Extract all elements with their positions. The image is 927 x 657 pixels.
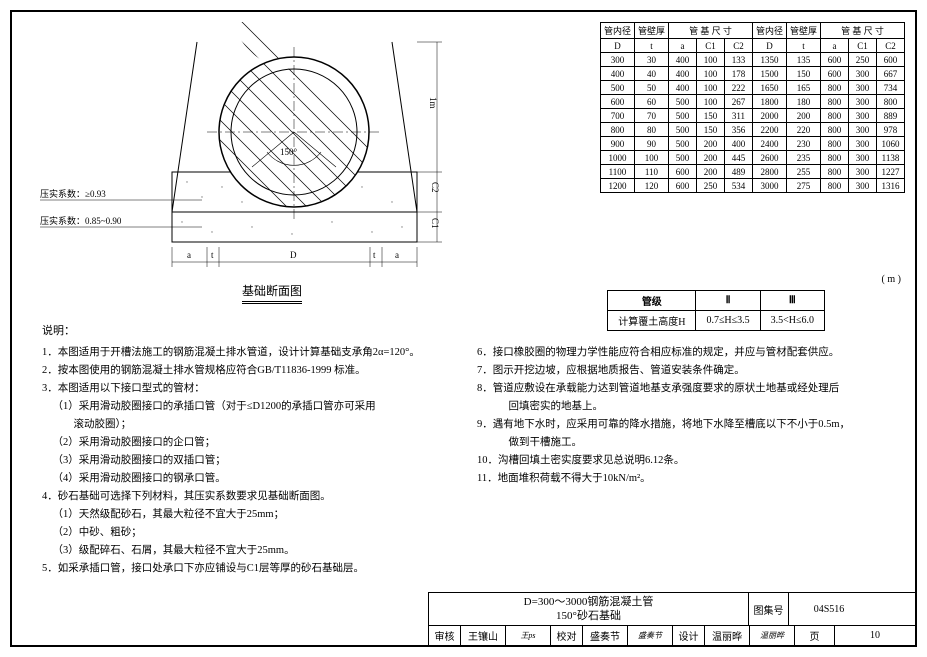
note-line: 5．如采承插口管，接口处承口下亦应铺设与C1层等厚的砂石基础层。 <box>42 560 447 578</box>
checker-sig: 盛奏节 <box>628 626 673 645</box>
note-line: 7．图示开挖边坡，应根据地质报告、管道安装条件确定。 <box>477 362 882 380</box>
note-line: 做到干槽施工。 <box>477 434 882 452</box>
table-row: 800805001503562200220800300978 <box>600 123 904 137</box>
unit-m: ( m ) <box>882 274 901 285</box>
sub-h2: Ⅱ <box>696 291 760 311</box>
dim-c2: C2 <box>430 182 440 193</box>
reviewer-label: 审核 <box>429 626 461 645</box>
compaction-1: 压实系数：≥0.93 <box>40 187 106 200</box>
table-row: 110011060020048928002558003001227 <box>600 165 904 179</box>
dim-a1: a <box>187 250 191 260</box>
note-line: 2．按本图使用的钢筋混凝土排水管规格应符合GB/T11836-1999 标准。 <box>42 362 447 380</box>
table-row: 700705001503112000200800300889 <box>600 109 904 123</box>
note-line: 10．沟槽回填土密实度要求见总说明6.12条。 <box>477 452 882 470</box>
page-number: 10 <box>835 626 915 645</box>
table-row: 100010050020044526002358003001138 <box>600 151 904 165</box>
note-line: 9．遇有地下水时，应采用可靠的降水措施，将地下水降至槽底以下不小于0.5m， <box>477 416 882 434</box>
notes-left-col: 1．本图适用于开槽法施工的钢筋混凝土排水管道，设计计算基础支承角2α=120°。… <box>42 344 447 578</box>
notes-header: 说明： <box>42 322 882 340</box>
note-line: 滚动胶圈）； <box>42 416 447 434</box>
table-row: 500504001002221650165800300734 <box>600 81 904 95</box>
drawing-frame: 150° a t D t a 1m C2 C1 压实系数：≥0.93 压实系数：… <box>10 10 917 647</box>
designer-name: 温丽晔 <box>705 626 750 645</box>
diagram-title: 基础断面图 <box>242 282 302 304</box>
designer-sig: 温丽晔 <box>750 626 795 645</box>
note-line: （1）采用滑动胶圈接口的承插口管（对于≤D1200的承插口管亦可采用 <box>42 398 447 416</box>
note-line: （3）采用滑动胶圈接口的双插口管； <box>42 452 447 470</box>
note-line: （1）天然级配砂石，其最大粒径不宜大于25mm； <box>42 506 447 524</box>
dim-t1: t <box>211 250 214 260</box>
checker-name: 盛奏节 <box>583 626 628 645</box>
note-line: （2）中砂、粗砂； <box>42 524 447 542</box>
note-line: 6．接口橡胶圈的物理力学性能应符合相应标准的规定，并应与管材配套供应。 <box>477 344 882 362</box>
sub-h3: Ⅲ <box>760 291 824 311</box>
sub-h1: 管级 <box>608 291 696 311</box>
notes-right-col: 6．接口橡胶圈的物理力学性能应符合相应标准的规定，并应与管材配套供应。7．图示开… <box>477 344 882 578</box>
title-block: D=300～3000钢筋混凝土管 150°砂石基础 图集号 04S516 审核 … <box>428 592 915 645</box>
atlas-code-label: 图集号 <box>749 593 789 625</box>
compaction-2: 压实系数：0.85~0.90 <box>40 214 121 227</box>
note-line: 4．砂石基础可选择下列材料，其压实系数要求见基础断面图。 <box>42 488 447 506</box>
note-line: （4）采用滑动胶圈接口的钢承口管。 <box>42 470 447 488</box>
table-row: 9009050020040024002308003001060 <box>600 137 904 151</box>
reviewer-name: 王镶山 <box>461 626 506 645</box>
table-header: 管内径 管壁厚 管 基 尺 寸 管内径 管壁厚 管 基 尺 寸 Dt aC1 C… <box>600 23 904 53</box>
drawing-title: D=300～3000钢筋混凝土管 150°砂石基础 <box>429 593 749 625</box>
table-row: 400404001001781500150600300667 <box>600 67 904 81</box>
note-line: 3．本图适用以下接口型式的管材： <box>42 380 447 398</box>
table-row: 120012060025053430002758003001316 <box>600 179 904 193</box>
checker-label: 校对 <box>551 626 583 645</box>
cross-section-diagram: 150° a t D t a 1m C2 C1 压实系数：≥0.93 压实系数：… <box>22 22 452 272</box>
foundation-svg <box>22 22 452 282</box>
notes-section: 说明： 1．本图适用于开槽法施工的钢筋混凝土排水管道，设计计算基础支承角2α=1… <box>42 322 882 578</box>
note-line: （3）级配碎石、石屑，其最大粒径不宜大于25mm。 <box>42 542 447 560</box>
note-line: （2）采用滑动胶圈接口的企口管； <box>42 434 447 452</box>
note-line: 1．本图适用于开槽法施工的钢筋混凝土排水管道，设计计算基础支承角2α=120°。 <box>42 344 447 362</box>
table-row: 600605001002671800180800300800 <box>600 95 904 109</box>
note-line: 11．地面堆积荷载不得大于10kN/m²。 <box>477 470 882 488</box>
dimensions-table: 管内径 管壁厚 管 基 尺 寸 管内径 管壁厚 管 基 尺 寸 Dt aC1 C… <box>600 22 905 193</box>
designer-label: 设计 <box>673 626 705 645</box>
page-label: 页 <box>795 626 835 645</box>
note-line: 8．管道应敷设在承载能力达到管道地基支承强度要求的原状土地基或经处理后 <box>477 380 882 398</box>
table-body: 3003040010013313501356002506004004040010… <box>600 53 904 193</box>
dim-t2: t <box>373 250 376 260</box>
dim-1m: 1m <box>428 97 438 109</box>
dim-d: D <box>290 250 297 260</box>
atlas-code: 04S516 <box>789 593 869 625</box>
table-row: 300304001001331350135600250600 <box>600 53 904 67</box>
angle-label: 150° <box>280 147 297 157</box>
dim-c1: C1 <box>430 218 440 229</box>
dim-a2: a <box>395 250 399 260</box>
reviewer-sig: 王ps <box>506 626 551 645</box>
note-line: 回填密实的地基上。 <box>477 398 882 416</box>
